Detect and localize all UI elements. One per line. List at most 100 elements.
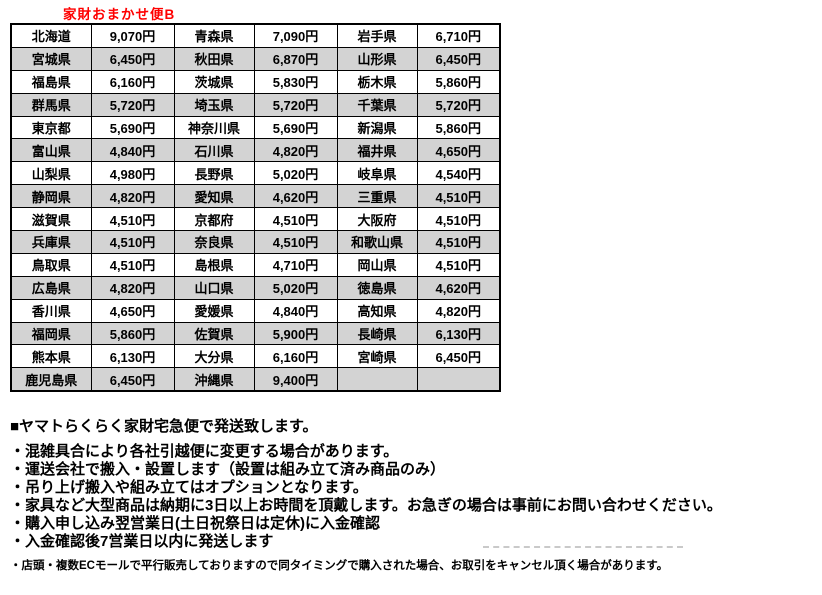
price-cell: 5,720円 [416, 92, 501, 117]
prefecture-cell: 島根県 [173, 252, 255, 277]
price-cell: 4,510円 [253, 230, 338, 254]
price-cell: 4,650円 [416, 138, 501, 163]
price-cell: 4,820円 [416, 298, 501, 323]
table-row: 熊本県 6,130円 大分県 6,160円 宮崎県 6,450円 [10, 344, 501, 369]
prefecture-cell: 兵庫県 [10, 230, 92, 254]
price-cell: 5,690円 [90, 115, 175, 140]
prefecture-cell: 岩手県 [336, 23, 418, 48]
price-cell: 4,510円 [416, 184, 501, 209]
price-cell: 6,450円 [416, 344, 501, 369]
price-cell [416, 367, 501, 392]
table-row: 鹿児島県 6,450円 沖縄県 9,400円 [10, 367, 501, 392]
price-cell: 4,510円 [90, 252, 175, 277]
prefecture-cell: 青森県 [173, 23, 255, 48]
shipping-notes-heading: ■ヤマトらくらく家財宅急便で発送致します。 [10, 418, 318, 435]
price-cell: 6,130円 [90, 344, 175, 369]
prefecture-cell: 京都府 [173, 207, 255, 232]
price-cell: 4,540円 [416, 161, 501, 186]
prefecture-cell: 富山県 [10, 138, 92, 163]
prefecture-cell: 徳島県 [336, 275, 418, 300]
prefecture-cell: 沖縄県 [173, 367, 255, 392]
price-cell: 5,020円 [253, 161, 338, 186]
price-cell: 4,510円 [416, 207, 501, 232]
price-cell: 4,620円 [253, 184, 338, 209]
price-cell: 4,840円 [253, 298, 338, 323]
price-cell: 5,720円 [90, 92, 175, 117]
page-title: 家財おまかせ便B [63, 7, 176, 22]
price-cell: 4,510円 [253, 207, 338, 232]
prefecture-cell: 宮崎県 [336, 344, 418, 369]
price-cell: 4,620円 [416, 275, 501, 300]
parallel-sales-note: ・店頭・複数ECモールで平行販売しておりますので同タイミングで購入された場合、お… [10, 560, 669, 572]
price-cell: 5,860円 [416, 69, 501, 94]
price-cell: 4,510円 [90, 230, 175, 254]
table-row: 兵庫県 4,510円 奈良県 4,510円 和歌山県 4,510円 [10, 230, 501, 254]
price-cell: 6,160円 [253, 344, 338, 369]
faint-dashed-line [483, 546, 683, 548]
price-cell: 5,900円 [253, 321, 338, 346]
prefecture-cell: 福島県 [10, 69, 92, 94]
price-cell: 7,090円 [253, 23, 338, 48]
shipping-notes: ■ヤマトらくらく家財宅急便で発送致します。 ・混雑具合により各社引越便に変更する… [10, 417, 816, 573]
table-row: 香川県 4,650円 愛媛県 4,840円 高知県 4,820円 [10, 298, 501, 323]
price-cell: 6,710円 [416, 23, 501, 48]
prefecture-cell: 長崎県 [336, 321, 418, 346]
prefecture-cell: 三重県 [336, 184, 418, 209]
table-row: 広島県 4,820円 山口県 5,020円 徳島県 4,620円 [10, 275, 501, 300]
prefecture-cell: 愛媛県 [173, 298, 255, 323]
price-cell: 4,820円 [253, 138, 338, 163]
prefecture-cell: 大分県 [173, 344, 255, 369]
prefecture-cell: 佐賀県 [173, 321, 255, 346]
price-cell: 4,980円 [90, 161, 175, 186]
price-cell: 4,820円 [90, 184, 175, 209]
prefecture-cell [336, 367, 418, 392]
prefecture-cell: 福井県 [336, 138, 418, 163]
price-cell: 6,450円 [90, 367, 175, 392]
prefecture-cell: 静岡県 [10, 184, 92, 209]
price-cell: 5,690円 [253, 115, 338, 140]
table-row: 東京都 5,690円 神奈川県 5,690円 新潟県 5,860円 [10, 115, 501, 140]
prefecture-cell: 鳥取県 [10, 252, 92, 277]
shipping-fee-table: 北海道 9,070円 青森県 7,090円 岩手県 6,710円 宮城県 6,450円 秋田県 6… [10, 23, 501, 393]
note-line: ・家具など大型商品は納期に3日以上お時間を頂戴します。お急ぎの場合は事前にお問い… [10, 497, 722, 514]
prefecture-cell: 栃木県 [336, 69, 418, 94]
table-row: 山梨県 4,980円 長野県 5,020円 岐阜県 4,540円 [10, 161, 501, 186]
price-cell: 5,830円 [253, 69, 338, 94]
price-cell: 4,710円 [253, 252, 338, 277]
prefecture-cell: 埼玉県 [173, 92, 255, 117]
price-cell: 5,020円 [253, 275, 338, 300]
prefecture-cell: 大阪府 [336, 207, 418, 232]
table-row: 群馬県 5,720円 埼玉県 5,720円 千葉県 5,720円 [10, 92, 501, 117]
prefecture-cell: 愛知県 [173, 184, 255, 209]
prefecture-cell: 滋賀県 [10, 207, 92, 232]
prefecture-cell: 広島県 [10, 275, 92, 300]
price-cell: 5,860円 [416, 115, 501, 140]
prefecture-cell: 山形県 [336, 46, 418, 71]
prefecture-cell: 茨城県 [173, 69, 255, 94]
note-line: ・混雑具合により各社引越便に変更する場合があります。 [10, 443, 399, 460]
prefecture-cell: 長野県 [173, 161, 255, 186]
note-line: ・運送会社で搬入・設置します（設置は組み立て済み商品のみ） [10, 461, 446, 478]
table-row: 滋賀県 4,510円 京都府 4,510円 大阪府 4,510円 [10, 207, 501, 232]
prefecture-cell: 宮城県 [10, 46, 92, 71]
prefecture-cell: 香川県 [10, 298, 92, 323]
price-cell: 6,450円 [90, 46, 175, 71]
table-row: 富山県 4,840円 石川県 4,820円 福井県 4,650円 [10, 138, 501, 163]
prefecture-cell: 神奈川県 [173, 115, 255, 140]
prefecture-cell: 高知県 [336, 298, 418, 323]
price-cell: 4,840円 [90, 138, 175, 163]
prefecture-cell: 新潟県 [336, 115, 418, 140]
note-line: ・購入申し込み翌営業日(土日祝祭日は定休)に入金確認 [10, 515, 380, 532]
price-cell: 9,070円 [90, 23, 175, 48]
prefecture-cell: 鹿児島県 [10, 367, 92, 392]
table-row: 福島県 6,160円 茨城県 5,830円 栃木県 5,860円 [10, 69, 501, 94]
price-cell: 4,510円 [416, 230, 501, 254]
price-cell: 4,650円 [90, 298, 175, 323]
price-cell: 6,130円 [416, 321, 501, 346]
prefecture-cell: 奈良県 [173, 230, 255, 254]
price-cell: 4,820円 [90, 275, 175, 300]
price-cell: 5,860円 [90, 321, 175, 346]
table-row: 北海道 9,070円 青森県 7,090円 岩手県 6,710円 [10, 23, 501, 48]
price-cell: 5,720円 [253, 92, 338, 117]
prefecture-cell: 岐阜県 [336, 161, 418, 186]
